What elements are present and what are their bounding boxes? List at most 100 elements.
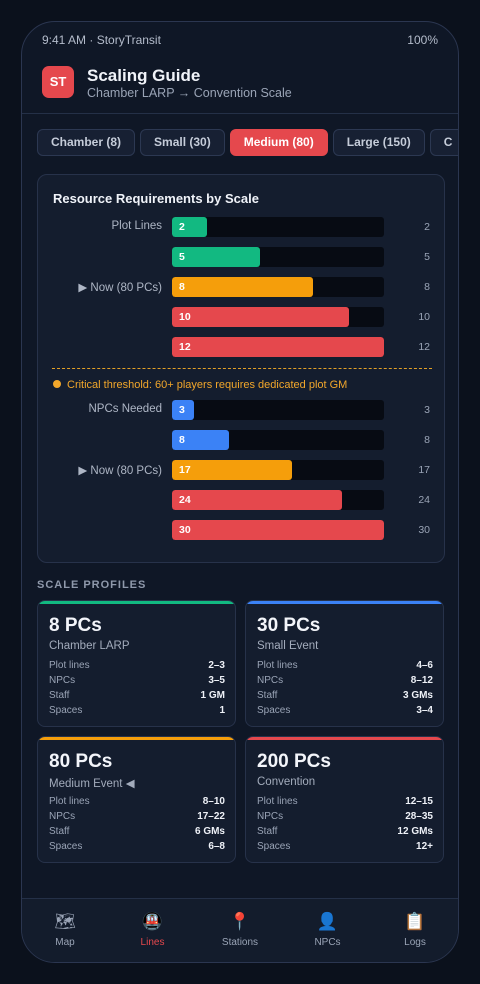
train-icon: 🚇 — [141, 912, 164, 931]
stat-key: Staff — [257, 690, 278, 701]
bar-value-label: 17 — [179, 464, 191, 476]
bar: 5 — [172, 247, 261, 267]
bar-end-value: 8 — [424, 434, 430, 446]
tab-scale[interactable]: Small (30) — [140, 129, 225, 156]
nav-item-stations[interactable]: 📍 Stations — [205, 911, 275, 948]
bar-track: 2 — [172, 217, 384, 237]
bar-track: 30 — [172, 520, 384, 540]
stat-key: Spaces — [49, 705, 83, 716]
page-title: Scaling Guide — [87, 66, 201, 85]
stat-key: NPCs — [257, 811, 284, 822]
profile-card[interactable]: 80 PCs Medium Event ◀ Plot lines 8–10 NPCs 17… — [37, 736, 236, 863]
stat-key: Plot lines — [49, 796, 90, 807]
bar-value-label: 10 — [179, 311, 191, 323]
nav-label: Map — [55, 937, 75, 948]
stat-value: 17–22 — [197, 811, 225, 822]
nav-label: Stations — [221, 937, 259, 948]
chart-row: 24 24 — [38, 490, 444, 510]
bar-end-value: 10 — [418, 311, 430, 323]
bar-label: Plot Lines — [111, 220, 162, 232]
bar-value-label: 24 — [179, 494, 191, 506]
profile-stat: Spaces 6–8 — [49, 841, 225, 855]
nav-item-map[interactable]: 🗺 Map — [30, 911, 100, 948]
profile-stat: Staff 1 GM — [49, 690, 225, 704]
warning-dot-icon — [53, 380, 61, 388]
nav-label: NPCs — [314, 937, 341, 948]
stat-key: NPCs — [49, 811, 76, 822]
bar-value-label: 12 — [179, 341, 191, 353]
bar-value-label: 3 — [179, 404, 185, 416]
nav-item-logs[interactable]: 📋 Logs — [380, 911, 450, 948]
bar-end-value: 12 — [418, 341, 430, 353]
nav-item-npcs[interactable]: 👤 NPCs — [293, 911, 363, 948]
phone-frame: 9:41 AM · StoryTransit 100% ST Scaling G… — [21, 21, 459, 963]
profile-accent-bar — [38, 737, 235, 740]
bar-end-value: 5 — [424, 251, 430, 263]
bar-track: 8 — [172, 430, 384, 450]
stat-value: 3 GMs — [402, 690, 433, 701]
profile-card[interactable]: 30 PCs Small Event Plot lines 4–6 NPCs 8–12 St… — [245, 600, 444, 727]
bar-label: ▶ Now (80 PCs) — [78, 282, 162, 294]
bar-end-value: 17 — [418, 464, 430, 476]
stat-value: 3–5 — [208, 675, 225, 686]
bar-track: 17 — [172, 460, 384, 480]
bar: 30 — [172, 520, 384, 540]
stat-value: 4–6 — [416, 660, 433, 671]
bar: 8 — [172, 430, 229, 450]
bar-end-value: 24 — [418, 494, 430, 506]
stat-key: Spaces — [257, 841, 291, 852]
bar-end-value: 3 — [424, 404, 430, 416]
chart-row: ▶ Now (80 PCs) 8 8 — [38, 277, 444, 297]
chart-row: ▶ Now (80 PCs) 17 17 — [38, 460, 444, 480]
bar-track: 10 — [172, 307, 384, 327]
tab-scale[interactable]: Medium (80) — [229, 129, 328, 156]
map-icon: 🗺 — [54, 912, 76, 931]
stat-value: 12–15 — [405, 796, 433, 807]
profile-pcs: 80 PCs — [49, 751, 113, 772]
bar-track: 3 — [172, 400, 384, 420]
page-subtitle: Chamber LARP → Convention Scale — [87, 86, 292, 100]
bar-end-value: 8 — [424, 281, 430, 293]
bar-value-label: 8 — [179, 434, 185, 446]
nav-item-lines[interactable]: 🚇 Lines — [118, 911, 188, 948]
bar: 24 — [172, 490, 342, 510]
bar: 3 — [172, 400, 194, 420]
profile-stat: Spaces 1 — [49, 705, 225, 719]
stat-value: 2–3 — [208, 660, 225, 671]
bar: 10 — [172, 307, 349, 327]
profile-pcs: 200 PCs — [257, 751, 331, 772]
tab-scale[interactable]: C — [429, 129, 458, 156]
stat-key: Staff — [257, 826, 278, 837]
profile-accent-bar — [246, 737, 443, 740]
profile-kind: Medium Event ◀ — [49, 778, 135, 790]
bar-track: 5 — [172, 247, 384, 267]
status-bar: 9:41 AM · StoryTransit 100% — [22, 22, 458, 58]
clipboard-icon: 📋 — [404, 912, 426, 931]
profile-stat: NPCs 17–22 — [49, 811, 225, 825]
profile-card[interactable]: 200 PCs Convention Plot lines 12–15 NPCs 28–3… — [245, 736, 444, 863]
profile-stat: Spaces 3–4 — [257, 705, 433, 719]
stat-value: 8–10 — [202, 796, 225, 807]
threshold-note: Critical threshold: 60+ players requires… — [53, 379, 347, 391]
chart-row: Plot Lines 2 2 — [38, 217, 444, 237]
tab-scale[interactable]: Large (150) — [332, 129, 425, 156]
scale-tabs: Chamber (8) Small (30) Medium (80) Large (1… — [37, 129, 458, 157]
bar-track: 12 — [172, 337, 384, 357]
stat-key: Spaces — [257, 705, 291, 716]
profile-kind: Chamber LARP — [49, 640, 130, 652]
nav-label: Logs — [404, 937, 426, 948]
profile-stat: Plot lines 12–15 — [257, 796, 433, 810]
profile-stat: Staff 12 GMs — [257, 826, 433, 840]
threshold-text: Critical threshold: 60+ players requires… — [67, 379, 348, 391]
bar: 8 — [172, 277, 314, 297]
profile-accent-bar — [246, 601, 443, 604]
tab-scale[interactable]: Chamber (8) — [37, 129, 136, 156]
profile-kind: Small Event — [257, 640, 319, 652]
status-time: 9:41 AM · StoryTransit — [42, 33, 161, 47]
chart-row: NPCs Needed 3 3 — [38, 400, 444, 420]
nav-label: Lines — [140, 937, 165, 948]
profile-card[interactable]: 8 PCs Chamber LARP Plot lines 2–3 NPCs 3–5 Sta… — [37, 600, 236, 727]
profile-stat: Plot lines 2–3 — [49, 660, 225, 674]
stat-key: Plot lines — [257, 796, 298, 807]
